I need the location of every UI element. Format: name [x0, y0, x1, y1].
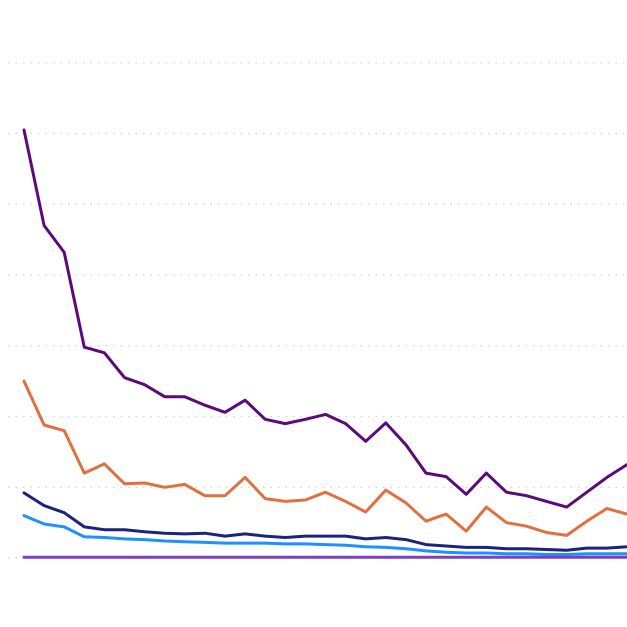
series-line-2	[22, 379, 627, 537]
series-lines	[22, 128, 627, 559]
series-line-4	[22, 514, 627, 556]
series-line-1	[22, 128, 627, 509]
gridlines	[8, 62, 627, 559]
series-line-3	[22, 491, 627, 552]
